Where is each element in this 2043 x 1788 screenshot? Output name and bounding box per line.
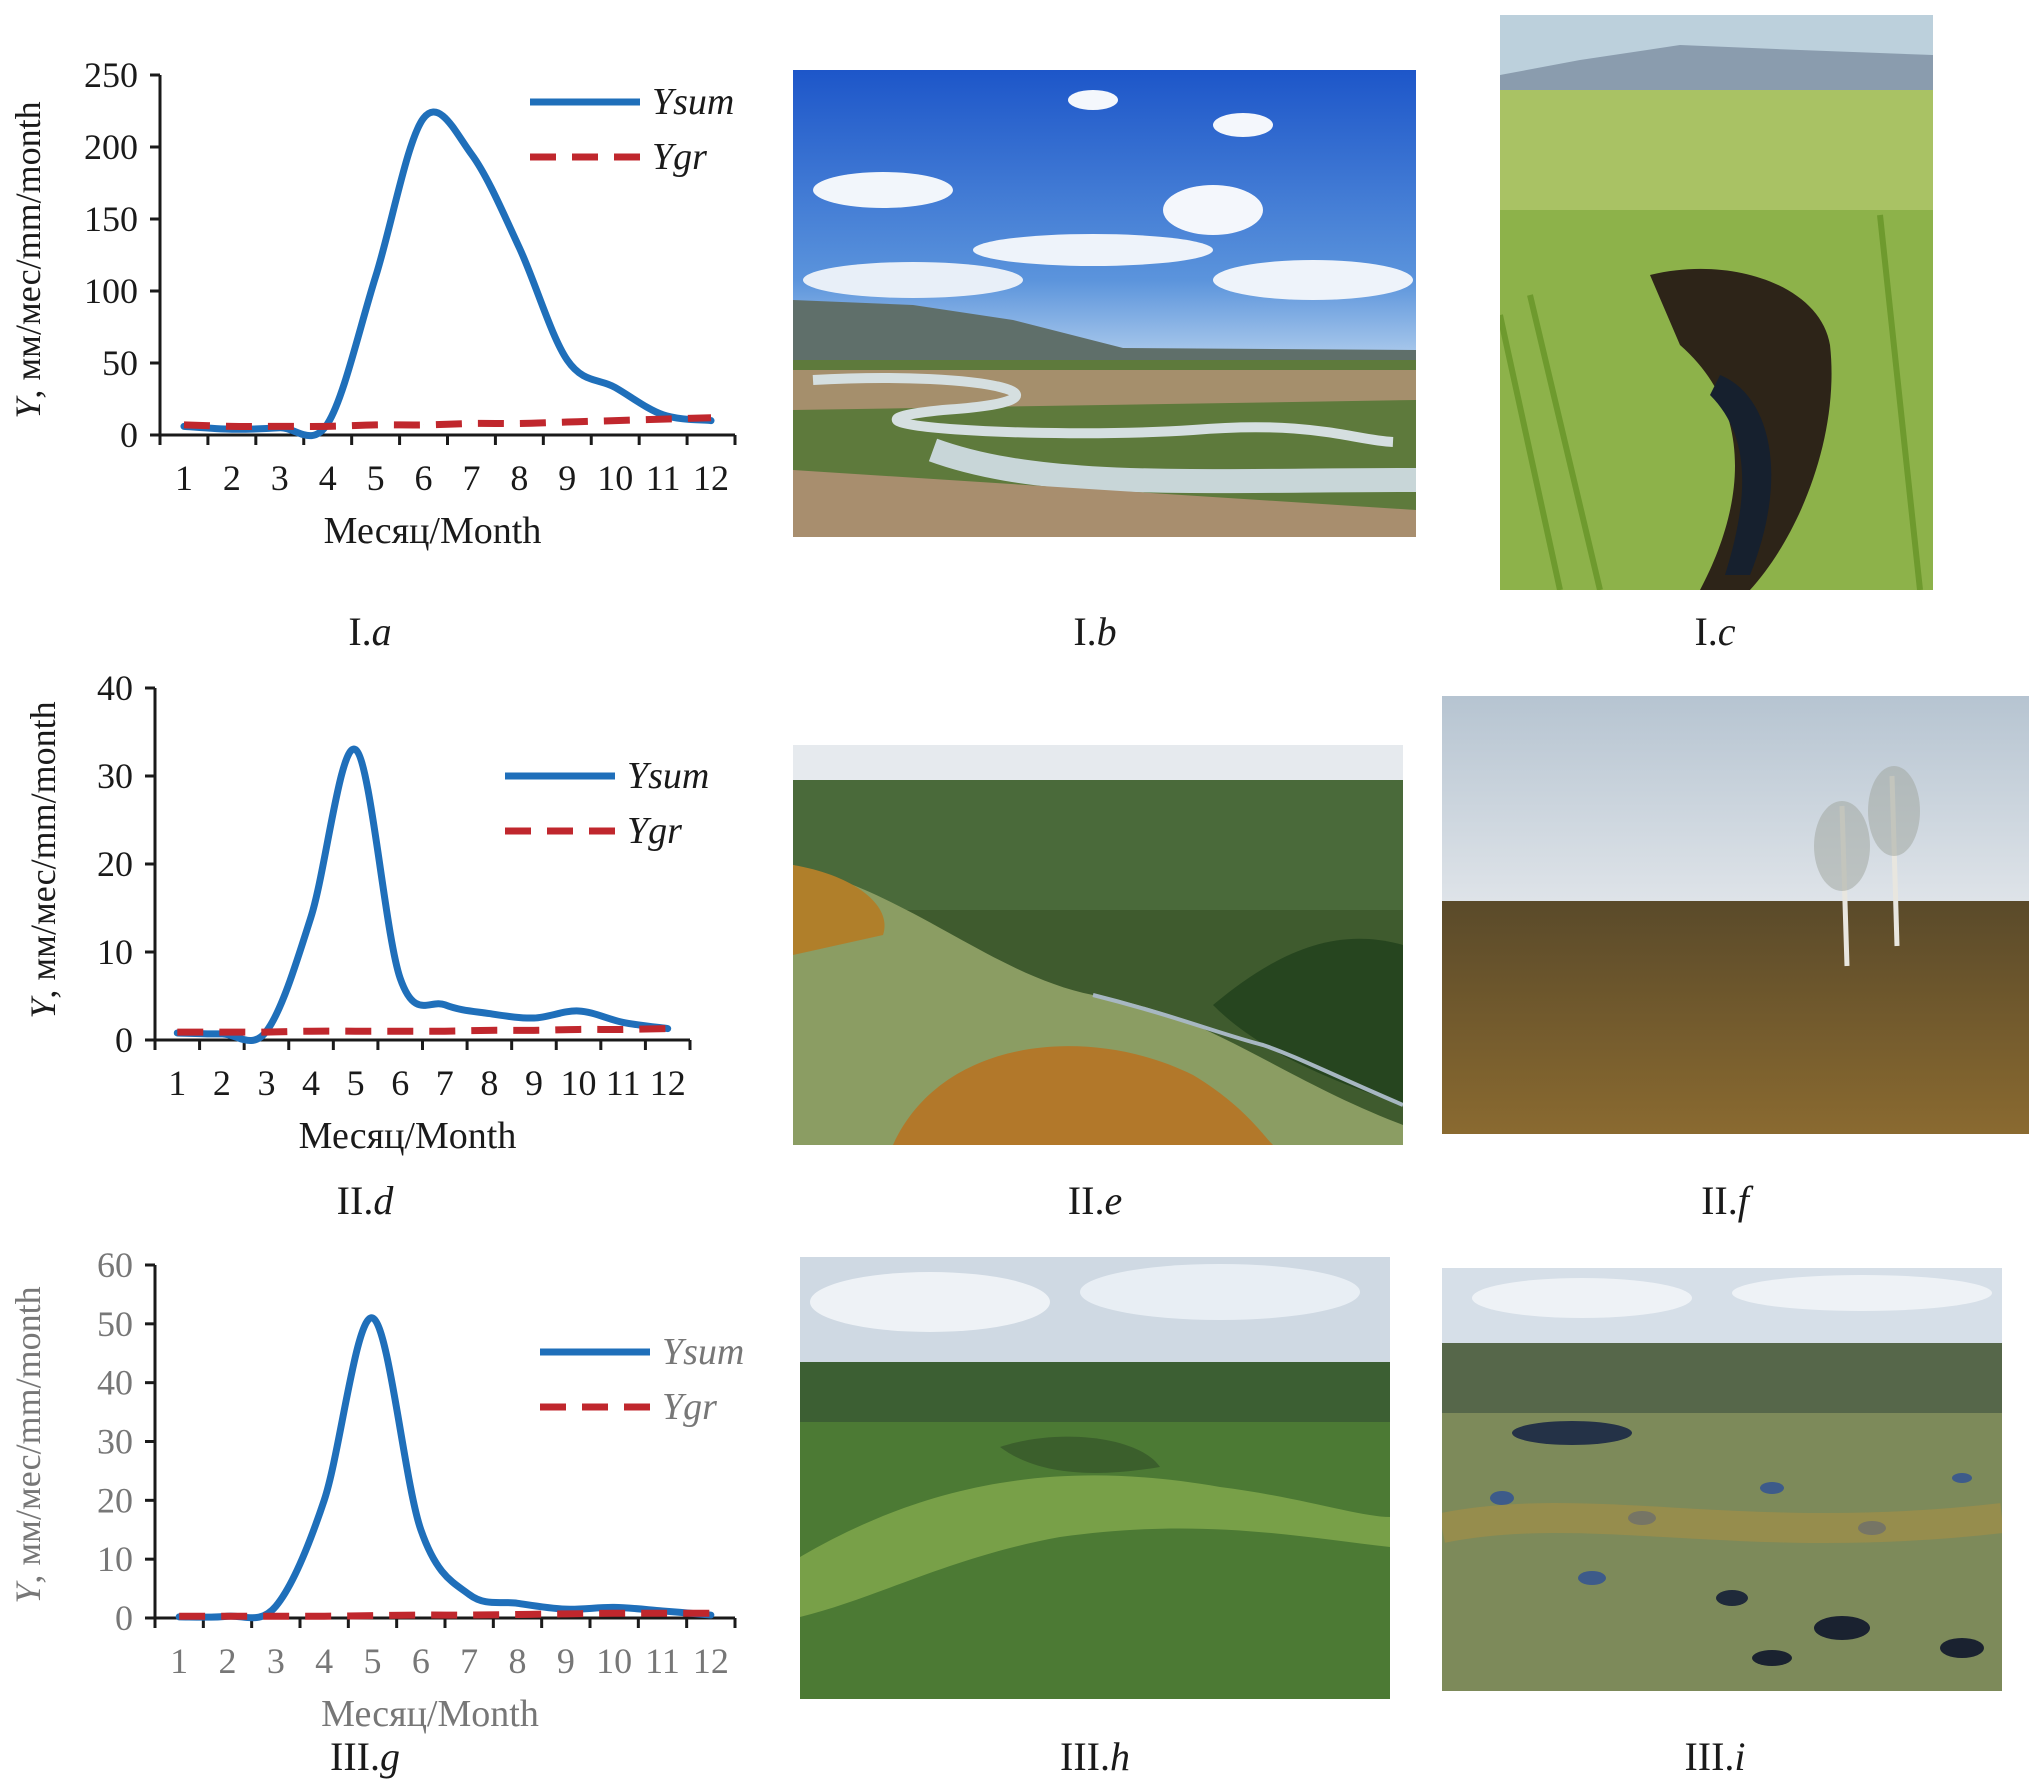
x-tick-label: 11	[606, 1063, 641, 1103]
legend-label-ygr: Ygr	[652, 136, 707, 178]
x-tick-label: 9	[557, 1641, 575, 1681]
x-tick-label: 4	[315, 1641, 333, 1681]
x-tick-label: 12	[693, 458, 729, 498]
panel-label-i-a: I.a	[348, 609, 392, 654]
x-tick-label: 3	[267, 1641, 285, 1681]
x-tick-label: 9	[525, 1063, 543, 1103]
x-tick-label: 1	[168, 1063, 186, 1103]
y-tick-label: 0	[120, 415, 138, 455]
y-tick-label: 60	[97, 1245, 133, 1285]
y-tick-label: 10	[97, 932, 133, 972]
y-axis-label: Y, мм/мес/mm/month	[8, 1286, 48, 1603]
x-tick-label: 10	[561, 1063, 597, 1103]
photo-i-c-peat-grass	[1500, 15, 1933, 590]
series-line-ysum	[180, 108, 715, 440]
y-tick-label: 50	[97, 1304, 133, 1344]
x-tick-label: 10	[597, 458, 633, 498]
panel-label-iii-g: III.g	[330, 1734, 400, 1779]
y-tick-label: 30	[97, 1422, 133, 1462]
x-tick-label: 6	[412, 1641, 430, 1681]
x-tick-label: 3	[257, 1063, 275, 1103]
y-tick-label: 250	[84, 55, 138, 95]
y-tick-label: 10	[97, 1539, 133, 1579]
panel-label-i-c: I.c	[1694, 609, 1736, 654]
panel-label-ii-f: II.f	[1701, 1178, 1749, 1223]
x-tick-label: 6	[391, 1063, 409, 1103]
x-tick-label: 12	[693, 1641, 729, 1681]
photo-i-b-river-valley	[793, 70, 1416, 537]
legend-label-ygr: Ygr	[662, 1386, 717, 1428]
x-tick-label: 11	[646, 458, 681, 498]
legend-label-ysum: Ysum	[627, 755, 709, 797]
series-line-ygr	[183, 414, 712, 430]
x-tick-label: 11	[645, 1641, 680, 1681]
photo-ii-f-birch-bog	[1442, 696, 2029, 1134]
series-line-ygr	[177, 1025, 668, 1036]
x-tick-label: 8	[480, 1063, 498, 1103]
y-axis-label: Y, мм/мес/mm/month	[8, 101, 48, 418]
x-tick-label: 6	[415, 458, 433, 498]
x-tick-label: 1	[170, 1641, 188, 1681]
y-tick-label: 40	[97, 1363, 133, 1403]
x-axis-label: Месяц/Month	[299, 1115, 517, 1157]
panel-label-iii-i: III.i	[1684, 1734, 1746, 1779]
x-tick-label: 4	[319, 458, 337, 498]
x-tick-label: 5	[364, 1641, 382, 1681]
y-tick-label: 20	[97, 1480, 133, 1520]
photo-iii-h-aerial-mire-forest	[800, 1257, 1390, 1699]
x-tick-label: 12	[650, 1063, 686, 1103]
x-tick-label: 7	[436, 1063, 454, 1103]
photo-ii-e-aerial-forest-mire	[793, 745, 1403, 1145]
y-axis-label: Y, мм/мес/mm/month	[23, 701, 63, 1018]
photo-iii-i-aerial-lake-mire	[1442, 1268, 2002, 1691]
y-tick-label: 150	[84, 199, 138, 239]
x-tick-label: 5	[367, 458, 385, 498]
x-axis-label: Месяц/Month	[321, 1693, 539, 1735]
y-tick-label: 0	[115, 1598, 133, 1638]
x-tick-label: 2	[223, 458, 241, 498]
x-tick-label: 3	[271, 458, 289, 498]
y-tick-label: 200	[84, 127, 138, 167]
legend-label-ysum: Ysum	[662, 1331, 744, 1373]
panel-label-ii-d: II.d	[336, 1178, 394, 1223]
x-tick-label: 2	[213, 1063, 231, 1103]
x-tick-label: 9	[558, 458, 576, 498]
series-line-ysum	[175, 1314, 715, 1622]
x-tick-label: 1	[175, 458, 193, 498]
y-tick-label: 30	[97, 756, 133, 796]
legend-label-ygr: Ygr	[627, 810, 682, 852]
y-tick-label: 0	[115, 1020, 133, 1060]
y-tick-label: 50	[102, 343, 138, 383]
y-tick-label: 100	[84, 271, 138, 311]
x-tick-label: 7	[460, 1641, 478, 1681]
x-tick-label: 8	[509, 1641, 527, 1681]
x-tick-label: 8	[510, 458, 528, 498]
y-tick-label: 20	[97, 844, 133, 884]
x-tick-label: 5	[347, 1063, 365, 1103]
y-tick-label: 40	[97, 668, 133, 708]
series-line-ysum	[173, 745, 672, 1045]
legend-label-ysum: Ysum	[652, 81, 734, 123]
series-line-ygr	[179, 1609, 711, 1620]
x-tick-label: 7	[462, 458, 480, 498]
x-tick-label: 10	[596, 1641, 632, 1681]
x-tick-label: 2	[219, 1641, 237, 1681]
x-axis-label: Месяц/Month	[324, 510, 542, 552]
x-tick-label: 4	[302, 1063, 320, 1103]
panel-label-iii-h: III.h	[1060, 1734, 1130, 1779]
panel-label-ii-e: II.e	[1067, 1178, 1123, 1223]
panel-label-i-b: I.b	[1073, 609, 1117, 654]
